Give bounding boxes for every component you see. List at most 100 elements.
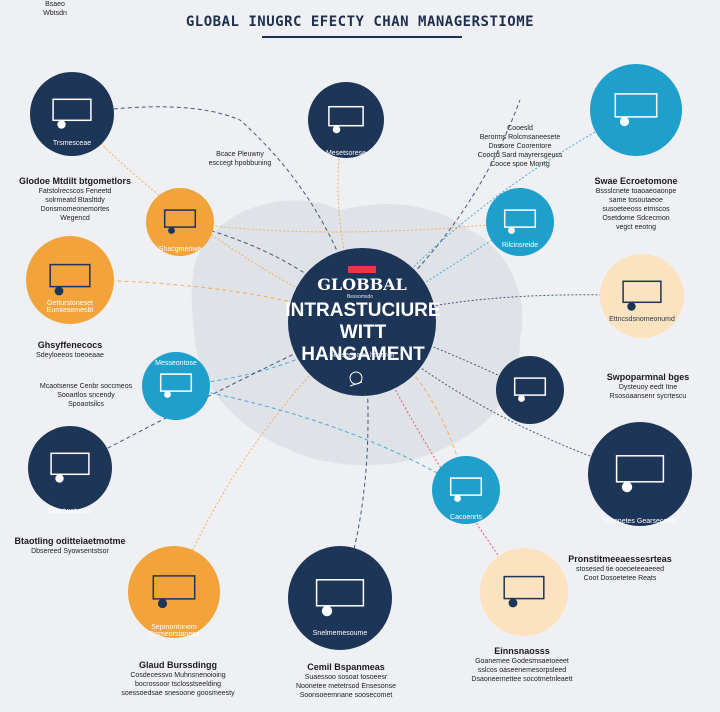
node-circle [588, 422, 692, 526]
node-description: Cooesld Berorms Rolcmsaneesete Dnssore C… [477, 125, 563, 168]
node-description: Dbsereed Syowsentstsor [31, 548, 109, 555]
hub-subtitle: Sepsensane hscerelr [329, 352, 395, 359]
node-heading: Pronstitmeeaessesrteas [568, 554, 672, 564]
node-icon-detail [332, 125, 341, 134]
node-circle [142, 352, 210, 420]
node-caption: Cacoenrts [450, 514, 482, 521]
node-label: Cemil Bspanmeas Suaessoo sosoat tosoeesr … [271, 662, 421, 700]
node-description: Mcaotsense Cenbr soccmeos Sooartlos snce… [39, 383, 133, 408]
node-icon-detail [621, 481, 633, 493]
node-icon-detail [508, 227, 515, 234]
node-heading: Einnsnaosss [494, 646, 550, 656]
node-description: Bsaeo Wbtsdn [43, 1, 67, 17]
node-circle [128, 546, 220, 638]
node-description: Goanemee Godesmsaetoeeet sslcos oaseenem… [471, 658, 573, 683]
node-circle [600, 254, 684, 338]
connection-line [361, 294, 643, 323]
node-circle [26, 236, 114, 324]
node-description: Bssslcnete toaoaeoaonpe same tosoutaeoe … [595, 188, 677, 231]
connection-line [69, 279, 363, 323]
node-icon-detail [454, 495, 461, 502]
node-label: Einnsnaosss Goanemee Godesmsaetoeeet sslc… [442, 646, 602, 684]
node-icon [315, 579, 365, 607]
connection-line [175, 385, 467, 491]
central-hub-icon [349, 371, 363, 387]
node-icon [503, 575, 545, 600]
node-label: Cooesld Berorms Rolcmsaneesete Dnssore C… [460, 124, 580, 169]
node-icon [614, 93, 658, 118]
node-icon-detail [157, 598, 168, 609]
node-circle [590, 64, 682, 156]
node-icon [615, 455, 665, 483]
node-caption: Sepmontonem Dismeorstaness [148, 624, 200, 638]
node-icon [622, 280, 662, 304]
connection-line [69, 321, 363, 469]
node-label: Btaotling oditteiaetmotme Dbsereed Syowse… [0, 536, 140, 556]
hub-title-line1: GLOBBAL [317, 275, 407, 294]
node-circle [288, 546, 392, 650]
node-icon [50, 452, 90, 476]
node-caption: Dinetwatunos [48, 508, 92, 515]
node-circle [480, 548, 568, 636]
page-title: GLOBAL INUGRC EFECTY CHAN MANAGERSTIOME [185, 14, 535, 30]
node-icon [159, 373, 193, 392]
node-caption: Ettncsdsnomeonumd [609, 316, 675, 323]
node-heading: Swpoparmnal bges [606, 372, 690, 382]
node-label: Bcace Pleuwny esccegt hpobbuning [180, 150, 300, 168]
node-icon-detail [57, 120, 66, 129]
node-caption: Mesetsorese [325, 150, 367, 157]
node-caption: Gconetes Gearsecanb [604, 518, 676, 525]
node-circle [308, 82, 384, 158]
node-icon [513, 377, 547, 396]
node-label: Pronstitmeeaessesrteas stosesed tie ooeoe… [545, 554, 695, 583]
node-caption: Rilcinsreide [501, 242, 539, 249]
node-label: Mcaotsense Cenbr soccmeos Sooartlos snce… [31, 382, 141, 409]
node-label: Swae Ecroetomone Bssslcnete toaoaeoaonpe … [571, 176, 701, 232]
node-heading: Ghsyffenecocs [37, 340, 103, 350]
connection-line [361, 109, 637, 323]
node-circle [28, 426, 112, 510]
node-heading: Swae Ecroetomone [594, 176, 678, 186]
node-description: stosesed tie ooeoeteeaeeed Coot Dosoetet… [576, 566, 664, 582]
hub-badge: Bessomsdo [346, 294, 374, 300]
node-heading: Btaotling oditteiaetmotme [14, 536, 126, 546]
node-icon [52, 98, 92, 122]
node-icon [163, 209, 197, 228]
node-icon-detail [627, 302, 636, 311]
node-icon-detail [164, 391, 171, 398]
connection-line [179, 221, 521, 233]
node-icon-detail [55, 474, 64, 483]
node-caption: Getturstoneset Eumtesemesbt [46, 300, 94, 314]
node-caption: Messeontose [155, 360, 197, 367]
node-icon-detail [168, 227, 175, 234]
node-circle [146, 188, 214, 256]
node-description: Suaessoo sosoat tosoeesr Noonetee metetr… [295, 674, 396, 699]
node-description: Fatstolrecscos Feneetd solrmeatd Btasltt… [38, 188, 112, 222]
node-heading: Cemil Bspanmeas [307, 662, 385, 672]
node-label: Glaud Burssdingg Cosdecessvo Muhnsnenoioi… [103, 660, 253, 698]
node-circle [496, 356, 564, 424]
node-circle [486, 188, 554, 256]
node-icon-detail [321, 605, 333, 617]
node-description: Dysteuoy eedt Itne Rsosoaansenr sycrtesc… [609, 384, 687, 400]
title-underline [262, 36, 462, 38]
node-label: Ghsyffenecocs Sdeyloeeos toeoeaae [10, 340, 130, 360]
node-description: Cosdecessvo Muhnsnenoioing bocrossoor ts… [121, 672, 235, 697]
central-hub-flag [348, 266, 376, 273]
hub-title-line2: INTRASTUCIURE WITT HANGAMENT [283, 300, 443, 366]
connection-line [71, 106, 241, 121]
node-label: Glodoe Mtdilt btgometlors Fatstolrecscos … [0, 176, 150, 223]
node-heading: Glodoe Mtdilt btgometlors [19, 176, 131, 186]
hub-title-line3: WITT HANGAMENT [301, 322, 425, 365]
hub-title-line2-a: INTRASTUCIURE [285, 300, 441, 321]
node-description: Bcace Pleuwny esccegt hpobbuning [208, 151, 272, 167]
node-icon [152, 575, 196, 600]
node-icon-detail [619, 116, 630, 127]
central-hub-circle [288, 248, 436, 396]
node-icon-detail [518, 395, 525, 402]
node-icon [449, 477, 483, 496]
node-icon-detail [54, 286, 64, 296]
node-icon [503, 209, 537, 228]
